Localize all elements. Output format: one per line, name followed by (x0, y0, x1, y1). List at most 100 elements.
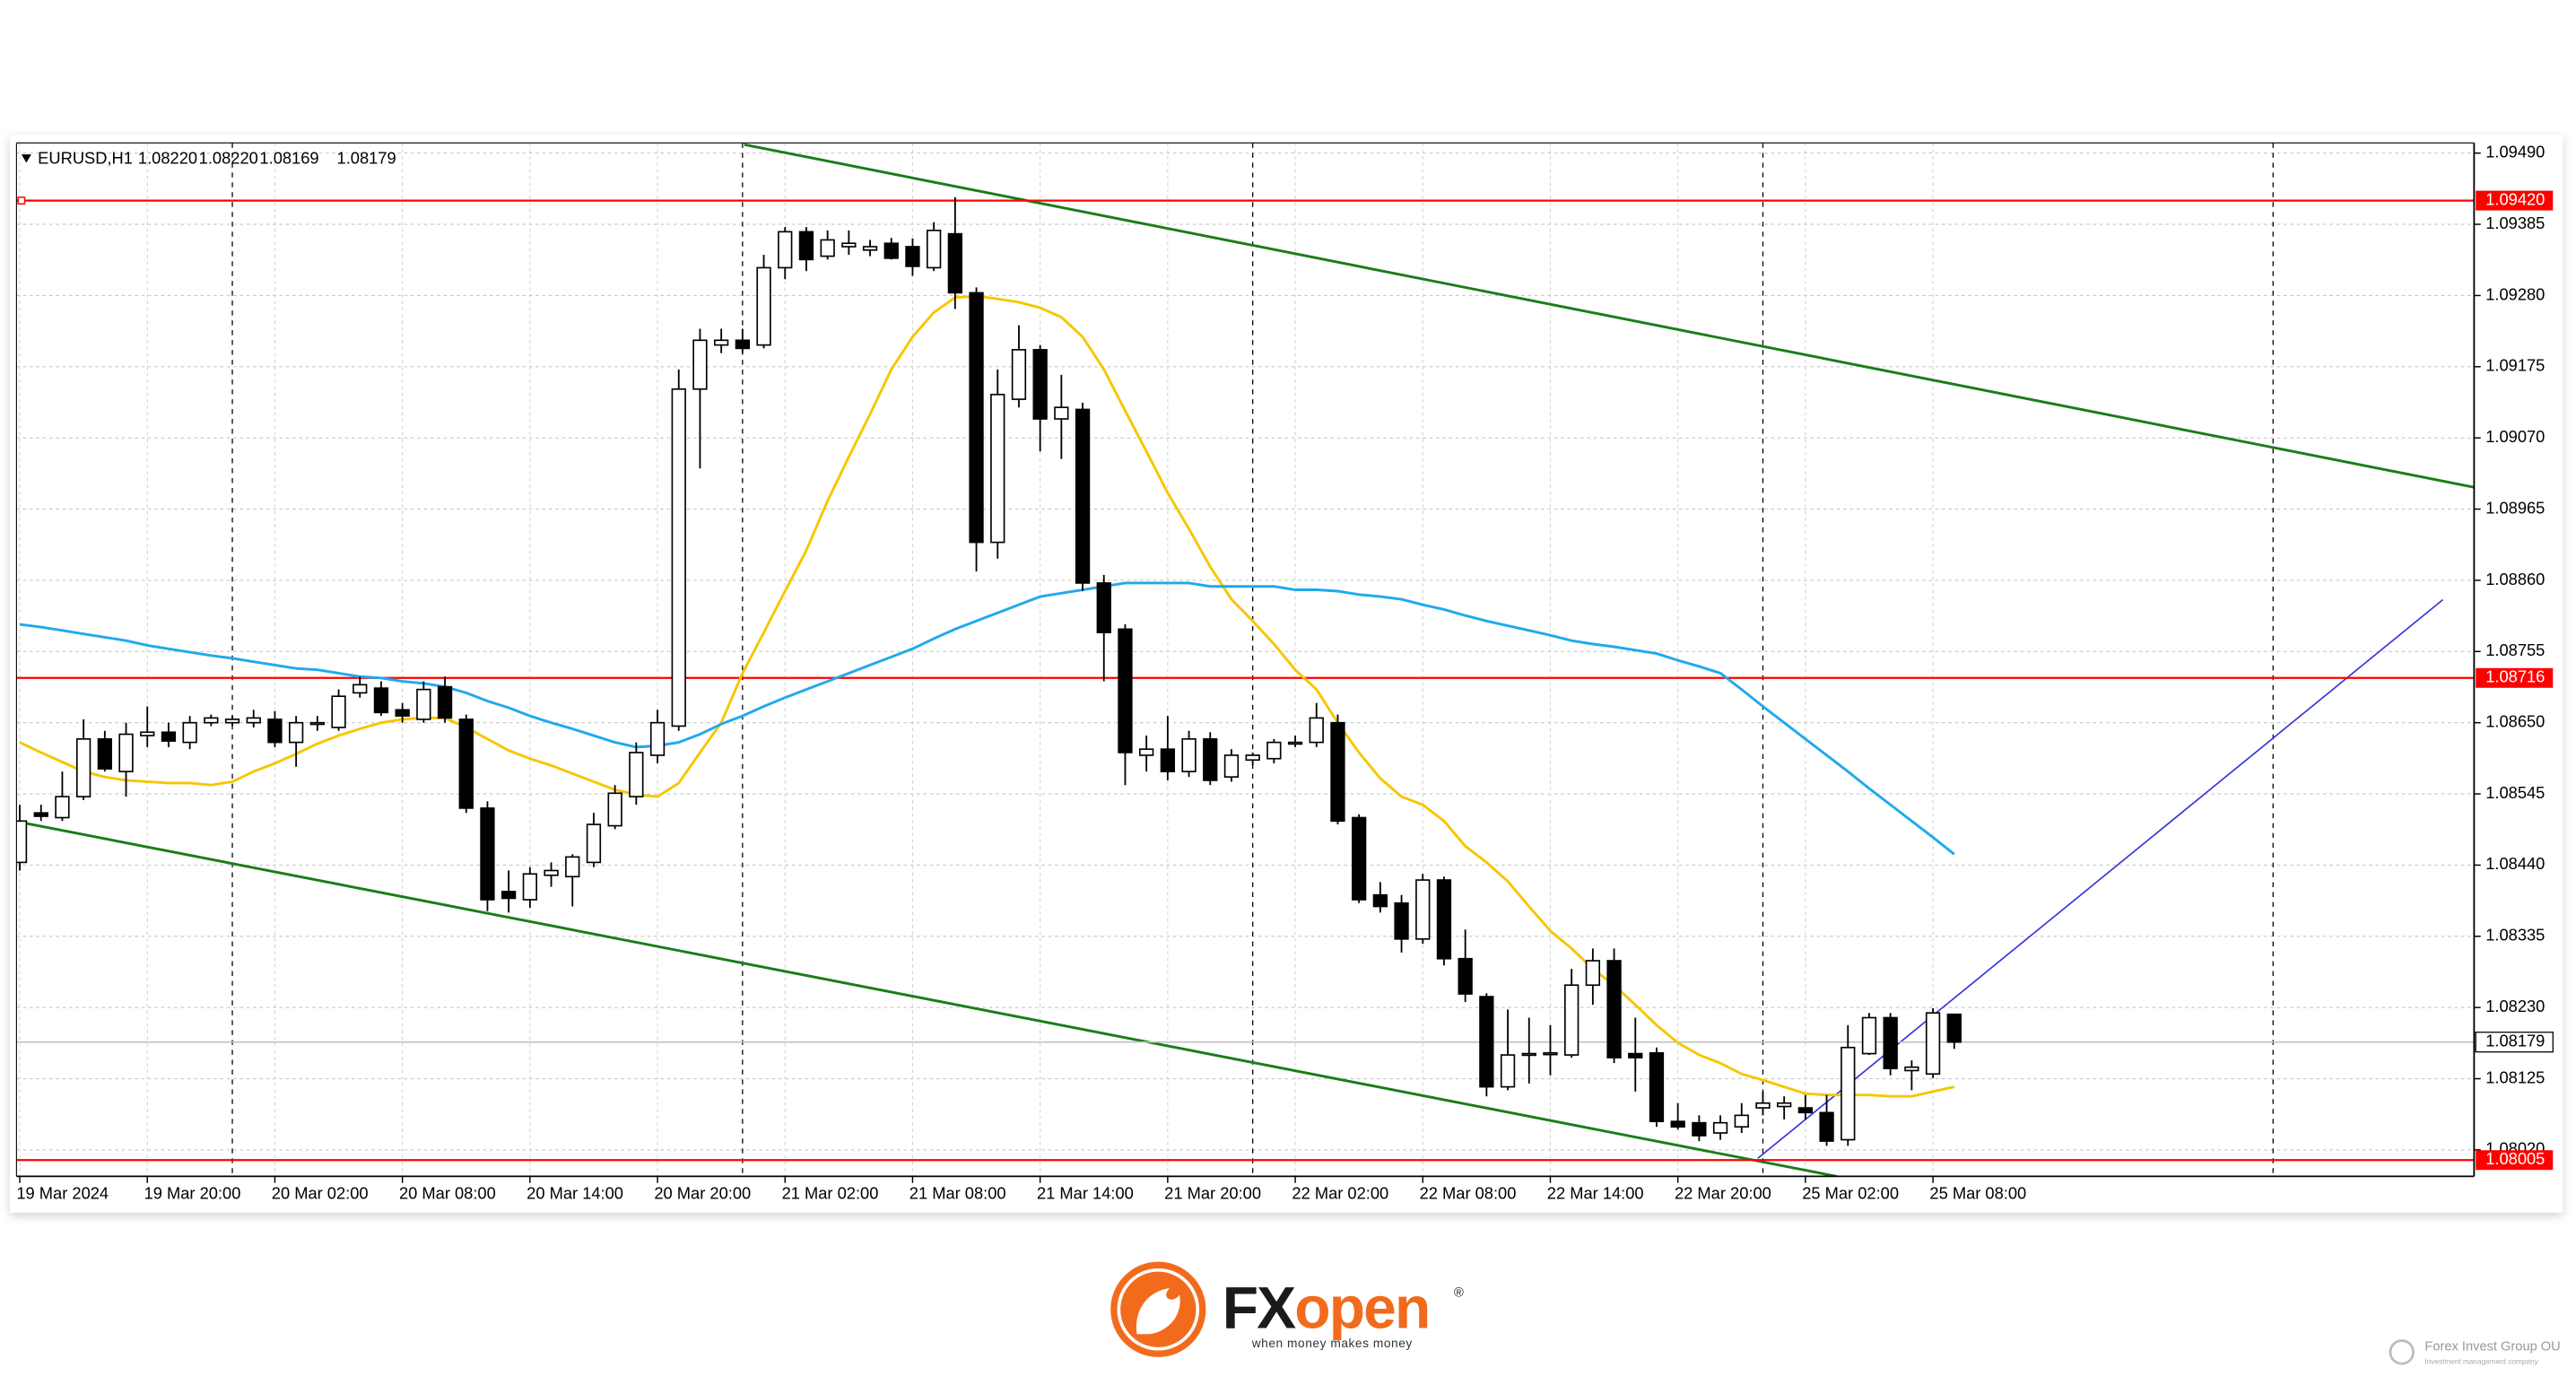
candle-body (1479, 996, 1494, 1088)
y-tick-label: 1.08545 (2485, 783, 2545, 802)
candle-body (1564, 984, 1580, 1056)
candle-body (118, 733, 134, 772)
price-level-badge (2476, 667, 2554, 688)
candle-body (16, 820, 28, 864)
partner-sub: Investment management company (2424, 1358, 2538, 1366)
candle-body (1181, 737, 1197, 772)
candle-body (1287, 741, 1303, 745)
candle-body (1266, 741, 1282, 760)
candle-body (204, 717, 219, 724)
y-tick-label: 1.08755 (2485, 640, 2545, 659)
candle-body (927, 230, 942, 269)
logo-open: open (1294, 1275, 1429, 1341)
candle-body (1054, 406, 1069, 420)
candle-body (1861, 1016, 1877, 1055)
y-tick-label: 1.08335 (2485, 926, 2545, 945)
candle-body (161, 731, 177, 742)
candle-body (1075, 408, 1091, 584)
candle-body (395, 709, 410, 717)
price-level-label: 1.08716 (2485, 667, 2545, 686)
logo-registered: ® (1454, 1285, 1464, 1300)
candle-body (309, 721, 325, 726)
candle-body (1500, 1054, 1516, 1088)
plot-area (16, 143, 2475, 1177)
bid-label: 1.08179 (2485, 1032, 2545, 1050)
fxopen-logo: FXopen ® when money makes money (1110, 1261, 1464, 1357)
grid (16, 143, 2475, 1177)
price-level-label: 1.09420 (2485, 189, 2545, 208)
candle-body (565, 856, 580, 878)
candle-body (500, 891, 517, 900)
candle-body (1734, 1114, 1749, 1128)
candle-body (798, 231, 814, 261)
candle-body (1628, 1052, 1643, 1058)
x-tick-label: 21 Mar 14:00 (1037, 1183, 1134, 1202)
x-tick-label: 19 Mar 20:00 (144, 1183, 241, 1202)
logo-emblem-figure (1136, 1287, 1180, 1335)
candle-body (1755, 1102, 1771, 1109)
candle-body (649, 721, 666, 756)
partner-name: Forex Invest Group OU (2424, 1340, 2560, 1355)
candle-body (756, 266, 771, 346)
moving-average-line (19, 294, 1955, 1098)
candle-body (1118, 628, 1133, 753)
candle-body (1139, 748, 1154, 756)
level-anchor (17, 196, 26, 205)
symbol-title: EURUSD,H1 (38, 149, 133, 168)
logo-text: FXopen (1223, 1275, 1430, 1341)
candle-body (990, 393, 1005, 544)
candle-body (1160, 748, 1176, 772)
ohlc-high: 1.08220 (199, 149, 258, 168)
candle-body (586, 823, 602, 864)
candle-body (1330, 721, 1345, 823)
candle-body (735, 339, 751, 350)
partner-mark: Forex Invest Group OU Investment managem… (2389, 1339, 2561, 1366)
logo-fx: FX (1223, 1275, 1296, 1341)
candle-body (75, 737, 91, 797)
candle-body (522, 873, 537, 901)
candle-body (692, 339, 708, 390)
candle-body (352, 684, 368, 694)
logo-emblem-ring (1117, 1267, 1200, 1351)
candle-body (714, 339, 729, 346)
ohlc-open: 1.08220 (138, 149, 197, 168)
candle-body (841, 242, 857, 248)
price-level-badge (2476, 1150, 2554, 1171)
chart-card (10, 135, 2563, 1213)
candle-body (1606, 960, 1622, 1058)
candle-body (1352, 816, 1367, 901)
candle-body (1521, 1052, 1536, 1057)
upper-channel-line (744, 143, 2475, 489)
candle-body (1883, 1016, 1898, 1070)
candle-body (437, 685, 453, 719)
x-tick-label: 19 Mar 2024 (16, 1183, 109, 1202)
x-tick-label: 22 Mar 14:00 (1547, 1183, 1644, 1202)
candle-body (969, 292, 984, 544)
candle-body (416, 688, 431, 720)
candle-body (1415, 879, 1431, 940)
candle-body (140, 731, 155, 736)
candle-body (1011, 349, 1027, 400)
y-tick-label: 1.09490 (2485, 143, 2545, 161)
candle-body (267, 719, 283, 744)
candle-body (224, 719, 240, 724)
candle-body (331, 695, 346, 728)
candle-body (1245, 754, 1260, 762)
y-tick-label: 1.09175 (2485, 356, 2545, 375)
candle-body (1372, 893, 1388, 908)
y-tick-label: 1.09280 (2485, 284, 2545, 303)
y-tick-label: 1.09385 (2485, 213, 2545, 232)
moving-average-line (19, 581, 1955, 856)
candle-body (544, 869, 559, 876)
candle-body (820, 239, 835, 257)
candle-body (1925, 1012, 1941, 1076)
candle-body (905, 246, 920, 267)
symbol-menu-arrow (21, 154, 31, 163)
candle-body (1458, 957, 1473, 995)
x-tick-label: 22 Mar 20:00 (1675, 1183, 1771, 1202)
candle-body (1096, 582, 1111, 633)
x-tick-label: 20 Mar 08:00 (399, 1183, 496, 1202)
candle-body (1946, 1013, 1962, 1043)
